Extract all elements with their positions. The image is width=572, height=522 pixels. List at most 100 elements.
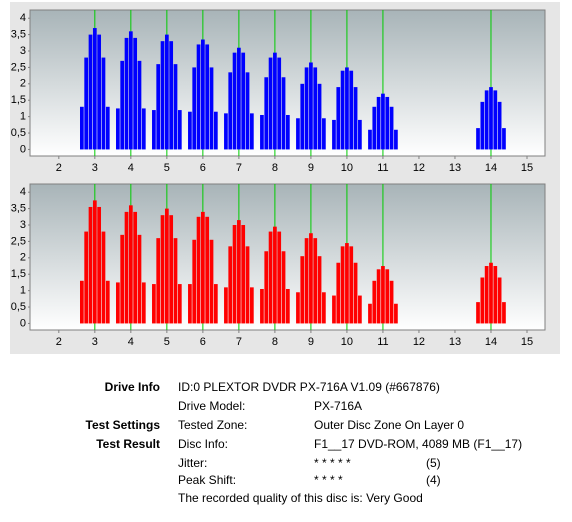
x-tick-label: 9 <box>308 336 314 348</box>
bar <box>97 206 102 324</box>
bar <box>213 111 218 150</box>
value: F1__17 DVD-ROM, 4089 MB (F1__17) <box>314 437 523 451</box>
bar <box>133 211 138 324</box>
bar <box>376 269 381 324</box>
bar <box>268 231 273 324</box>
bar <box>232 225 237 324</box>
bar <box>309 62 313 150</box>
bar <box>285 288 290 324</box>
bar <box>332 119 336 150</box>
bar <box>304 67 309 150</box>
y-tick-label: 0 <box>20 317 26 329</box>
bar <box>480 101 485 150</box>
bar <box>345 67 349 150</box>
bar <box>228 72 233 150</box>
bar <box>376 96 381 150</box>
bar <box>245 246 250 324</box>
y-tick-label: 4 <box>20 12 26 24</box>
x-tick-label: 6 <box>200 336 206 348</box>
bar <box>164 34 169 150</box>
x-tick-label: 3 <box>92 162 98 174</box>
bar <box>281 251 286 324</box>
x-tick-label: 6 <box>200 162 206 174</box>
bar <box>381 266 385 324</box>
charts: 00,511,522,533,542 3 4 5 6 7 8 9 10 11 12 13 14 1500,… <box>10 2 560 354</box>
y-tick-label: 1 <box>20 285 26 297</box>
heading: Test Result <box>96 437 160 451</box>
bar <box>237 220 241 324</box>
bar <box>385 96 390 150</box>
y-tick-label: 2,5 <box>11 235 26 247</box>
bar <box>313 67 318 150</box>
bar <box>156 64 161 150</box>
bar <box>177 284 182 324</box>
x-tick-label: 11 <box>377 336 388 348</box>
bar <box>368 129 372 150</box>
y-tick-label: 3,5 <box>11 203 26 215</box>
bar <box>273 52 277 150</box>
bar <box>296 118 300 150</box>
bar <box>196 216 201 324</box>
bar <box>317 256 322 324</box>
x-tick-label: 10 <box>341 336 353 348</box>
bar <box>188 284 192 324</box>
y-tick-label: 0,5 <box>11 301 26 313</box>
x-tick-label: 11 <box>377 162 388 174</box>
bar <box>336 262 341 324</box>
x-tick-label: 13 <box>449 162 461 174</box>
bar <box>268 57 273 150</box>
bar <box>249 287 254 324</box>
bar <box>188 111 192 150</box>
y-tick-label: 3,5 <box>11 29 26 41</box>
bar <box>389 280 394 324</box>
bar <box>309 233 313 324</box>
bar <box>84 231 89 324</box>
bar <box>300 83 305 150</box>
y-tick-label: 2 <box>20 78 26 90</box>
bar <box>389 106 394 150</box>
bar <box>385 269 390 324</box>
bar <box>264 77 269 150</box>
label: Peak Shift: <box>178 473 237 487</box>
y-tick-label: 2 <box>20 252 26 264</box>
bar <box>105 106 110 150</box>
x-tick-label: 5 <box>164 336 170 348</box>
bar <box>128 205 133 324</box>
label: Drive Model: <box>178 399 246 413</box>
bar <box>137 60 142 150</box>
label: Jitter: <box>178 456 208 470</box>
bar <box>353 262 358 324</box>
bar <box>173 238 178 324</box>
bar <box>381 93 385 150</box>
bar <box>245 72 250 150</box>
bar <box>484 90 489 150</box>
bar <box>209 239 214 324</box>
bar <box>345 243 349 324</box>
bar <box>232 52 237 150</box>
bar <box>358 119 362 150</box>
bar <box>137 234 142 324</box>
bar <box>358 295 362 324</box>
x-tick-label: 7 <box>236 336 242 348</box>
bar <box>497 277 502 324</box>
score: (4) <box>426 473 441 487</box>
bar <box>224 287 228 324</box>
bar <box>92 200 97 324</box>
bar <box>281 77 286 150</box>
bar <box>141 108 146 150</box>
y-tick-label: 2,5 <box>11 61 26 73</box>
bar <box>141 282 146 324</box>
bar <box>368 303 372 324</box>
bar <box>237 47 241 150</box>
bar <box>349 246 354 324</box>
y-tick-label: 0 <box>20 143 26 155</box>
y-tick-label: 3 <box>20 45 26 57</box>
bar <box>502 302 506 324</box>
bar <box>372 106 377 150</box>
bar <box>84 57 89 150</box>
x-tick-label: 10 <box>341 162 353 174</box>
bar <box>124 211 129 324</box>
bar <box>241 52 246 150</box>
bar <box>372 280 377 324</box>
bar <box>101 231 106 324</box>
